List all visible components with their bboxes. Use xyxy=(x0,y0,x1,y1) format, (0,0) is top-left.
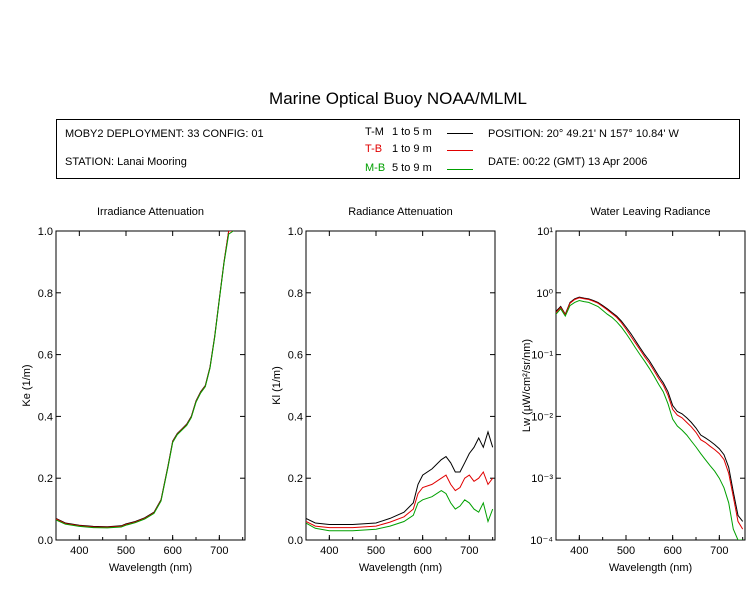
y-tick-label-2-0: 10⁻⁴ xyxy=(530,535,553,547)
legend-range-mb: 5 to 9 m xyxy=(392,162,432,174)
y-tick-label-1-2: 0.4 xyxy=(288,411,303,423)
plot-frame-0 xyxy=(55,230,246,541)
y-tick-label-0-2: 0.4 xyxy=(38,411,53,423)
y-tick-label-1-4: 0.8 xyxy=(288,288,303,300)
x-tick-label-0-2: 600 xyxy=(163,545,181,557)
chart-title-1: Radiance Attenuation xyxy=(348,206,453,218)
y-tick-label-0-4: 0.8 xyxy=(38,288,53,300)
legend-range-tb: 1 to 9 m xyxy=(392,143,432,155)
x-tick-label-1-0: 400 xyxy=(320,545,338,557)
y-tick-label-1-0: 0.0 xyxy=(288,535,303,547)
date-text: DATE: 00:22 (GMT) 13 Apr 2006 xyxy=(488,156,648,168)
legend-line-tm xyxy=(447,133,473,134)
legend-line-mb xyxy=(447,169,473,170)
series-line-2-m-b xyxy=(556,299,743,540)
legend-range-tm: 1 to 5 m xyxy=(392,126,432,138)
legend-label-tb: T-B xyxy=(365,143,383,155)
chart-title-0: Irradiance Attenuation xyxy=(97,206,204,218)
x-tick-label-0-0: 400 xyxy=(70,545,88,557)
y-tick-label-1-1: 0.2 xyxy=(288,473,303,485)
x-tick-label-2-2: 600 xyxy=(663,545,681,557)
y-tick-label-2-4: 10⁰ xyxy=(536,288,553,300)
y-tick-label-0-5: 1.0 xyxy=(38,226,53,238)
series-line-1-m-b xyxy=(306,490,494,532)
x-axis-label-2: Wavelength (nm) xyxy=(609,562,692,574)
x-axis-label-0: Wavelength (nm) xyxy=(109,562,192,574)
y-tick-label-0-3: 0.6 xyxy=(38,350,53,362)
x-tick-label-0-1: 500 xyxy=(117,545,135,557)
position-text: POSITION: 20° 49.21' N 157° 10.84' W xyxy=(488,128,679,140)
chart-title-2: Water Leaving Radiance xyxy=(590,206,710,218)
legend-line-tb xyxy=(447,150,473,151)
info-box: MOBY2 DEPLOYMENT: 33 CONFIG: 01 STATION:… xyxy=(56,119,740,179)
x-axis-label-1: Wavelength (nm) xyxy=(359,562,442,574)
x-tick-label-1-2: 600 xyxy=(413,545,431,557)
y-axis-label-0: Ke (1/m) xyxy=(21,364,33,406)
y-tick-label-0-1: 0.2 xyxy=(38,473,53,485)
series-line-2-t-b xyxy=(556,297,744,530)
y-axis-label-2: Lw (µW/cm²/sr/nm) xyxy=(521,339,533,432)
y-tick-label-2-3: 10⁻¹ xyxy=(531,350,553,362)
legend-label-mb: M-B xyxy=(365,162,386,174)
legend-label-tm: T-M xyxy=(365,126,384,138)
deployment-text: MOBY2 DEPLOYMENT: 33 CONFIG: 01 xyxy=(65,128,264,140)
series-line-0-m-b xyxy=(56,231,234,529)
plot-frame-2 xyxy=(555,230,746,541)
plot-frame-1 xyxy=(305,230,496,541)
x-tick-label-1-1: 500 xyxy=(367,545,385,557)
station-text: STATION: Lanai Mooring xyxy=(65,156,187,168)
x-tick-label-0-3: 700 xyxy=(210,545,228,557)
y-tick-label-2-5: 10¹ xyxy=(537,226,553,238)
y-tick-label-2-1: 10⁻³ xyxy=(531,473,553,485)
series-line-1-t-b xyxy=(306,470,494,529)
series-line-2-t-m xyxy=(556,296,744,522)
page-title: Marine Optical Buoy NOAA/MLML xyxy=(269,89,527,108)
x-tick-label-2-0: 400 xyxy=(570,545,588,557)
x-tick-label-1-3: 700 xyxy=(460,545,478,557)
y-axis-label-1: Kl (1/m) xyxy=(271,366,283,405)
x-tick-label-2-3: 700 xyxy=(710,545,728,557)
y-tick-label-1-3: 0.6 xyxy=(288,350,303,362)
x-tick-label-2-1: 500 xyxy=(617,545,635,557)
y-tick-label-1-5: 1.0 xyxy=(288,226,303,238)
y-tick-label-2-2: 10⁻² xyxy=(531,411,553,423)
series-line-1-t-m xyxy=(306,430,494,525)
y-tick-label-0-0: 0.0 xyxy=(38,535,53,547)
